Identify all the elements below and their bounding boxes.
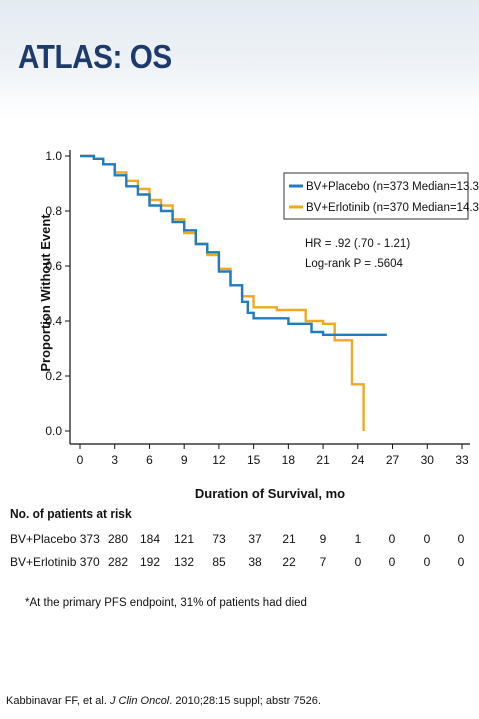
x-tick-label: 27 bbox=[386, 453, 400, 467]
risk-value: 1 bbox=[354, 532, 362, 546]
risk-value: 0 bbox=[354, 555, 362, 569]
log-rank-label: Log-rank P = .5604 bbox=[305, 258, 404, 270]
risk-value: 132 bbox=[173, 555, 195, 569]
x-tick-label: 18 bbox=[282, 453, 296, 467]
y-axis-title: Proportion Without Event bbox=[38, 214, 53, 372]
risk-value: 0 bbox=[457, 532, 465, 546]
risk-value: 280 bbox=[107, 532, 129, 546]
risk-value: 85 bbox=[212, 555, 226, 569]
risk-value: 0 bbox=[388, 555, 396, 569]
risk-value: 121 bbox=[173, 532, 195, 546]
risk-table-title: No. of patients at risk bbox=[10, 506, 132, 521]
x-tick-label: 12 bbox=[212, 453, 226, 467]
y-tick-label: 1.0 bbox=[45, 149, 62, 163]
risk-value: 9 bbox=[319, 532, 327, 546]
risk-value: 73 bbox=[212, 532, 226, 546]
risk-value: 22 bbox=[282, 555, 296, 569]
risk-value: 7 bbox=[319, 555, 327, 569]
risk-row-placebo: BV+Placebo 373 280 184 121 73 37 21 9 1 … bbox=[0, 532, 479, 548]
citation: Kabbinavar FF, et al. J Clin Oncol. 2010… bbox=[6, 695, 321, 707]
x-tick-label: 0 bbox=[77, 453, 84, 467]
x-tick-label: 6 bbox=[146, 453, 153, 467]
x-tick-label: 30 bbox=[421, 453, 435, 467]
risk-value: 192 bbox=[139, 555, 161, 569]
legend-box bbox=[283, 172, 469, 220]
footnote: *At the primary PFS endpoint, 31% of pat… bbox=[25, 597, 307, 609]
slide-title: ATLAS: OS bbox=[18, 38, 172, 75]
risk-value: 0 bbox=[388, 532, 396, 546]
y-tick-label: 0.2 bbox=[45, 369, 62, 383]
x-tick-label: 33 bbox=[455, 453, 469, 467]
x-axis-title: Duration of Survival, mo bbox=[195, 486, 345, 500]
legend-label: BV+Placebo (n=373 Median=13.31) bbox=[306, 181, 479, 193]
hazard-ratio-label: HR = .92 (.70 - 1.21) bbox=[305, 238, 410, 250]
risk-row-label: BV+Erlotinib 370 bbox=[10, 555, 100, 569]
risk-row-erlotinib: BV+Erlotinib 370 282 192 132 85 38 22 7 … bbox=[0, 555, 479, 571]
citation-authors: Kabbinavar FF, et al. bbox=[6, 695, 110, 707]
km-chart: 0.0 0.2 0.4 0.6 0.8 1.0 0 3 6 9 12 15 18 21 24 27 30 33 B… bbox=[38, 149, 479, 500]
risk-value: 38 bbox=[248, 555, 262, 569]
citation-journal: J Clin Oncol bbox=[109, 695, 170, 707]
risk-value: 0 bbox=[457, 555, 465, 569]
risk-value: 0 bbox=[423, 555, 431, 569]
x-tick-label: 9 bbox=[181, 453, 188, 467]
citation-details: . 2010;28:15 suppl; abstr 7526. bbox=[169, 695, 321, 707]
x-tick-label: 3 bbox=[111, 453, 118, 467]
legend-label: BV+Erlotinib (n=370 Median=14.39) bbox=[306, 202, 479, 214]
risk-value: 282 bbox=[107, 555, 129, 569]
x-tick-label: 15 bbox=[247, 453, 261, 467]
risk-row-label: BV+Placebo 373 bbox=[10, 532, 100, 546]
risk-value: 37 bbox=[248, 532, 262, 546]
x-tick-label: 24 bbox=[351, 453, 365, 467]
y-tick-label: 0.6 bbox=[45, 259, 62, 273]
risk-value: 184 bbox=[139, 532, 161, 546]
series-line bbox=[80, 154, 387, 336]
risk-value: 0 bbox=[423, 532, 431, 546]
y-tick-label: 0.8 bbox=[45, 204, 62, 218]
x-tick-label: 21 bbox=[316, 453, 330, 467]
header-band bbox=[0, 0, 479, 118]
risk-value: 21 bbox=[282, 532, 296, 546]
y-tick-label: 0.4 bbox=[45, 314, 62, 328]
y-tick-label: 0.0 bbox=[45, 424, 62, 438]
